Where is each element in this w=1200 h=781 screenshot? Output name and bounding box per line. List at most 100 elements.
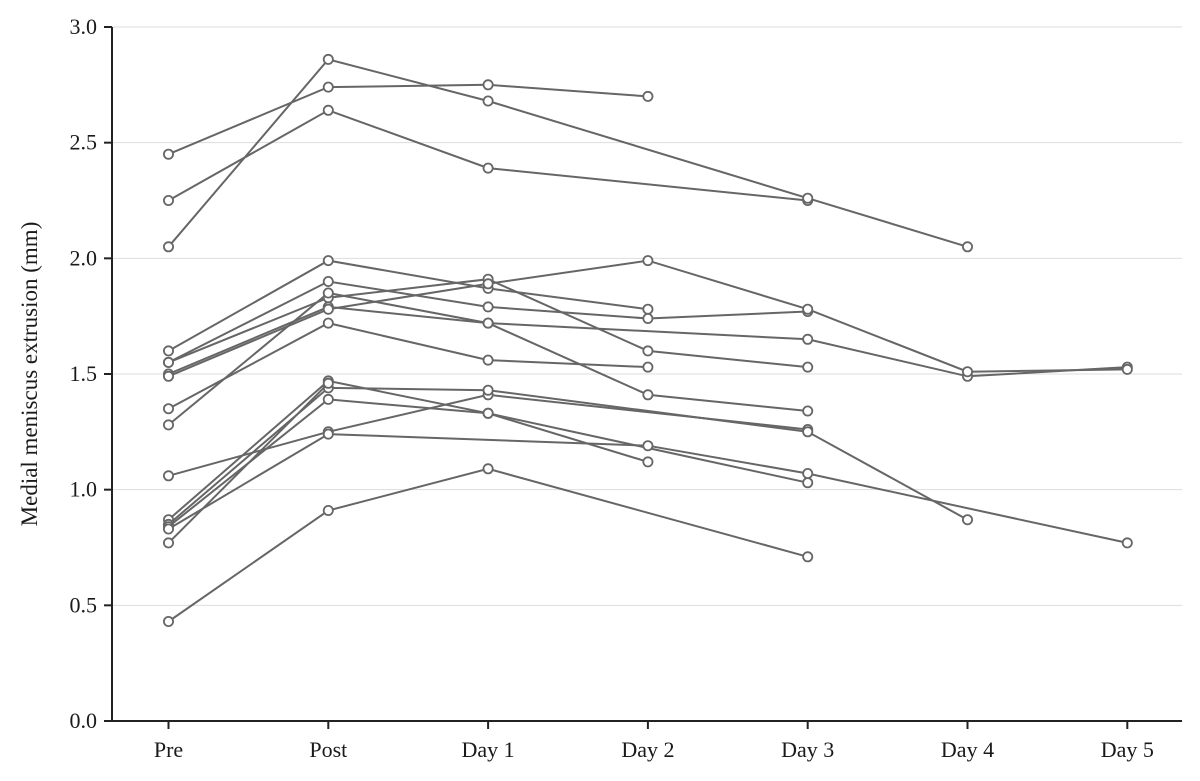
data-point: [482, 162, 494, 174]
series-12: [162, 375, 654, 526]
series-line: [168, 322, 648, 410]
data-point: [642, 440, 654, 452]
x-tick-label: Day 1: [462, 737, 515, 762]
data-point: [322, 255, 334, 267]
data-point: [802, 361, 814, 373]
data-point: [322, 104, 334, 116]
data-point: [802, 405, 814, 417]
series-line: [168, 259, 649, 352]
data-point: [322, 303, 334, 315]
data-point: [162, 470, 174, 482]
series-line: [167, 58, 968, 248]
series-line: [167, 382, 330, 544]
series-8: [162, 255, 1133, 382]
x-tick-label: Day 4: [941, 737, 994, 762]
data-point: [162, 523, 174, 535]
data-point: [162, 241, 174, 253]
y-tick-label: 2.0: [70, 245, 98, 270]
series-line: [168, 393, 808, 477]
series-17: [162, 463, 814, 628]
data-point: [162, 148, 174, 160]
data-point: [482, 354, 494, 366]
data-point: [162, 616, 174, 628]
data-point: [322, 317, 334, 329]
data-point: [322, 287, 334, 299]
x-tick-label: Post: [309, 737, 347, 762]
data-point: [162, 537, 174, 549]
y-ticks: 0.0 0.5 1.0 1.5 2.0 2.5 3.0: [70, 14, 112, 733]
series-line: [167, 386, 968, 526]
data-point: [162, 345, 174, 357]
data-point: [802, 477, 814, 489]
series-line: [168, 109, 808, 202]
x-ticks: Pre Post Day 1 Day 2 Day 3 Day 4 Day 5: [154, 721, 1154, 762]
data-point: [642, 90, 654, 102]
data-point: [642, 255, 654, 267]
data-point: [322, 53, 334, 65]
data-point: [482, 463, 494, 475]
data-point: [482, 317, 494, 329]
data-point: [962, 366, 974, 378]
data-point: [162, 356, 174, 368]
y-tick-label: 1.5: [70, 361, 98, 386]
y-tick-label: 3.0: [70, 14, 98, 39]
series-15: [162, 428, 1133, 549]
series-line: [167, 379, 649, 521]
data-point: [642, 303, 654, 315]
data-point: [1121, 537, 1133, 549]
data-point: [642, 389, 654, 401]
data-point: [482, 95, 494, 107]
series-line: [167, 467, 808, 623]
data-point: [802, 467, 814, 479]
y-tick-label: 0.5: [70, 592, 98, 617]
series-13: [162, 382, 974, 530]
data-point: [322, 81, 334, 93]
grid-lines: [112, 26, 1182, 606]
series-4: [162, 255, 654, 357]
data-point: [322, 393, 334, 405]
data-point: [162, 419, 174, 431]
data-point: [162, 403, 174, 415]
data-point: [802, 551, 814, 563]
data-point: [482, 384, 494, 396]
data-point: [322, 504, 334, 516]
data-point: [482, 79, 494, 91]
data-point: [162, 194, 174, 206]
series-2: [162, 104, 814, 206]
x-tick-label: Day 2: [621, 737, 674, 762]
data-point: [802, 333, 814, 345]
data-point: [642, 312, 654, 324]
y-tick-label: 2.5: [70, 130, 98, 155]
y-axis-title: Medial meniscus extrusion (mm): [17, 222, 42, 527]
series-9: [162, 317, 654, 415]
data-point: [162, 370, 174, 382]
data-point: [322, 428, 334, 440]
data-point: [1121, 363, 1133, 375]
data-point: [322, 377, 334, 389]
data-point: [482, 407, 494, 419]
series-10: [162, 287, 814, 431]
y-tick-label: 0.0: [70, 708, 98, 733]
series-3: [162, 53, 974, 253]
x-tick-label: Day 5: [1101, 737, 1154, 762]
series-layer: [162, 53, 1133, 628]
x-tick-label: Day 3: [781, 737, 834, 762]
y-tick-label: 1.0: [70, 477, 98, 502]
series-1: [162, 79, 654, 160]
data-point: [642, 456, 654, 468]
series-line: [168, 305, 1128, 378]
series-14: [162, 393, 814, 533]
data-point: [482, 301, 494, 313]
data-point: [962, 514, 974, 526]
data-point: [482, 278, 494, 290]
data-point: [802, 192, 814, 204]
data-point: [802, 426, 814, 438]
series-16: [162, 377, 334, 549]
data-point: [802, 303, 814, 315]
x-tick-label: Pre: [154, 737, 183, 762]
data-point: [322, 275, 334, 287]
data-point: [642, 361, 654, 373]
data-point: [642, 345, 654, 357]
data-point: [962, 241, 974, 253]
